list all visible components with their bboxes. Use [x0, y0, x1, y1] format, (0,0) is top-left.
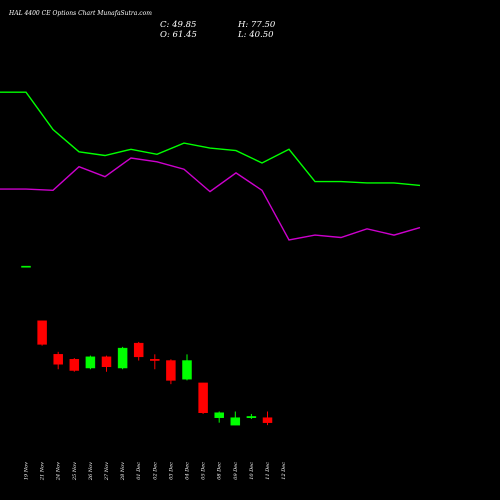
- x-tick-label: 03 Dec: [168, 462, 174, 480]
- candle-10-dec: [246, 413, 257, 419]
- open-readout: O: 61.45: [160, 30, 197, 40]
- x-tick-label: 04 Dec: [185, 462, 191, 480]
- chart-title: HAL 4400 CE Options Chart MunafaSutra.co…: [8, 10, 152, 17]
- x-tick-label: 10 Dec: [249, 462, 255, 480]
- candle-body: [150, 359, 160, 361]
- candles: [21, 265, 273, 426]
- candle-body: [37, 320, 47, 345]
- indicator-lines: [0, 91, 421, 241]
- candle-11-dec: [262, 411, 273, 426]
- candle-body: [85, 356, 96, 369]
- x-tick-label: 21 Nov: [40, 462, 46, 481]
- x-tick-label: 01 Dec: [136, 462, 142, 480]
- x-tick-label: 19 Nov: [24, 462, 30, 480]
- candle-body: [230, 417, 241, 426]
- x-tick-label: 24 Nov: [56, 462, 62, 481]
- candle-04-dec: [182, 354, 192, 381]
- low-readout: L: 40.50: [237, 30, 274, 40]
- candle-01-dec: [133, 341, 144, 361]
- candle-03-dec: [166, 359, 176, 385]
- candle-08-dec: [214, 411, 224, 423]
- candle-24-nov: [53, 351, 63, 370]
- candle-body: [182, 360, 192, 380]
- indicator-line-magenta: [0, 157, 421, 241]
- candle-05-dec: [198, 382, 208, 414]
- candle-body: [69, 359, 80, 371]
- x-tick-label: 05 Dec: [201, 462, 207, 480]
- candle-body: [246, 416, 257, 418]
- candle-body: [262, 417, 273, 423]
- candle-21-nov: [37, 320, 47, 346]
- x-tick-label: 28 Nov: [120, 462, 126, 481]
- close-readout: C: 49.85: [160, 20, 196, 30]
- candle-28-nov: [117, 346, 128, 370]
- candle-19-nov: [21, 265, 31, 268]
- x-tick-label: 25 Nov: [72, 462, 78, 481]
- candle-body: [166, 360, 176, 381]
- candle-26-nov: [85, 355, 96, 370]
- x-tick-label: 26 Nov: [88, 462, 94, 481]
- candle-body: [53, 354, 63, 365]
- candle-body: [101, 356, 112, 368]
- x-tick-label: 27 Nov: [104, 462, 110, 481]
- candle-body: [117, 347, 128, 369]
- candle-02-dec: [150, 354, 160, 370]
- candle-27-nov: [101, 355, 112, 372]
- x-tick-label: 02 Dec: [152, 462, 158, 480]
- x-tick-label: 12 Dec: [281, 462, 287, 480]
- x-tick-label: 09 Dec: [233, 462, 239, 480]
- candle-body: [198, 382, 208, 413]
- candle-09-dec: [230, 411, 241, 426]
- high-readout: H: 77.50: [237, 20, 276, 30]
- x-axis-ticks: 19 Nov 21 Nov 24 Nov 25 Nov 26 Nov 27 Nov 28 N…: [24, 462, 288, 481]
- indicator-line-green: [0, 91, 421, 187]
- candle-body: [214, 412, 224, 418]
- x-tick-label: 08 Dec: [217, 462, 223, 480]
- candle-body: [21, 265, 31, 268]
- candle-body: [133, 342, 144, 358]
- x-tick-label: 11 Dec: [265, 462, 271, 480]
- candle-25-nov: [69, 358, 80, 372]
